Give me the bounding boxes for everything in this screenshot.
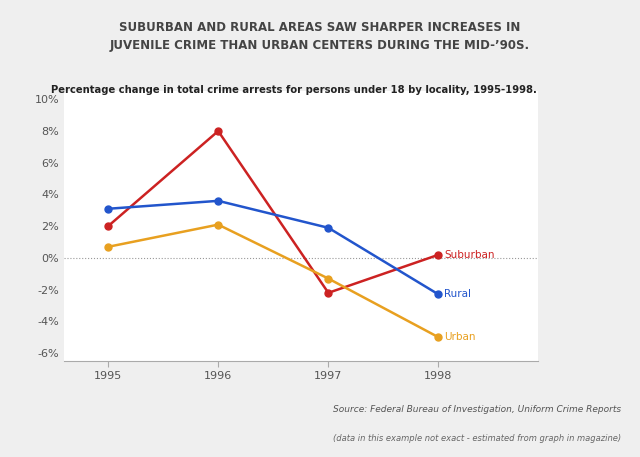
Text: Source: Federal Bureau of Investigation, Uniform Crime Reports: Source: Federal Bureau of Investigation,… <box>333 404 621 414</box>
Text: Suburban: Suburban <box>444 250 495 260</box>
Text: Rural: Rural <box>444 289 471 299</box>
Text: SUBURBAN AND RURAL AREAS SAW SHARPER INCREASES IN
JUVENILE CRIME THAN URBAN CENT: SUBURBAN AND RURAL AREAS SAW SHARPER INC… <box>110 21 530 52</box>
Text: (data in this example not exact - estimated from graph in magazine): (data in this example not exact - estima… <box>333 434 621 443</box>
Text: Percentage change in total crime arrests for persons under 18 by locality, 1995-: Percentage change in total crime arrests… <box>51 85 537 95</box>
Text: Urban: Urban <box>444 332 476 342</box>
